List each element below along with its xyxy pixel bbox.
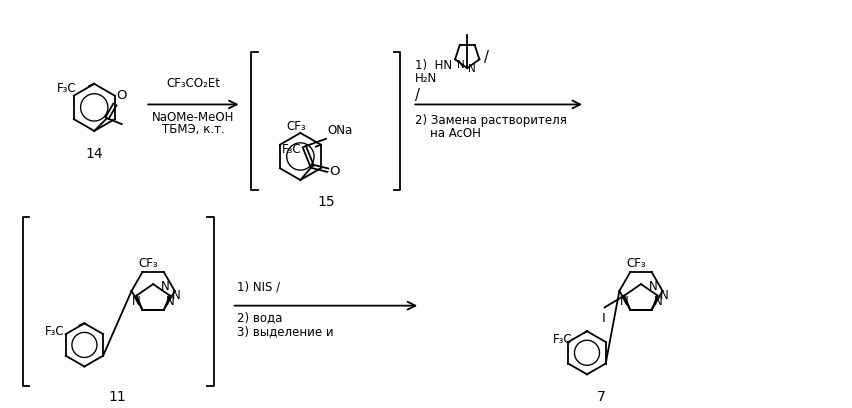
Text: N: N <box>468 64 475 74</box>
Text: N: N <box>161 279 170 293</box>
Text: /: / <box>483 50 488 65</box>
Text: CF₃: CF₃ <box>286 120 306 133</box>
Text: H₂N: H₂N <box>415 72 437 85</box>
Text: N: N <box>653 295 662 308</box>
Text: 3) выделение и: 3) выделение и <box>236 325 333 338</box>
Text: 11: 11 <box>109 390 127 404</box>
Text: CF₃CO₂Et: CF₃CO₂Et <box>166 77 220 90</box>
Text: N: N <box>165 295 175 308</box>
Text: CF₃: CF₃ <box>625 257 645 271</box>
Text: N: N <box>648 279 657 293</box>
Text: 2) Замена растворителя: 2) Замена растворителя <box>415 114 567 127</box>
Text: F₃C: F₃C <box>552 333 572 346</box>
Text: 1)  HN: 1) HN <box>415 59 452 72</box>
Text: O: O <box>329 165 339 178</box>
Text: N: N <box>131 295 141 308</box>
Text: N: N <box>457 60 464 70</box>
Text: F₃C: F₃C <box>281 143 301 156</box>
Text: /: / <box>415 88 419 103</box>
Text: 1) NIS /: 1) NIS / <box>236 281 279 294</box>
Text: ONa: ONa <box>327 124 353 137</box>
Text: на AcOH: на AcOH <box>415 127 481 140</box>
Text: 2) вода: 2) вода <box>236 312 282 324</box>
Text: N: N <box>659 289 668 302</box>
Text: I: I <box>601 312 605 325</box>
Text: CF₃: CF₃ <box>138 257 158 271</box>
Text: N: N <box>171 289 181 302</box>
Text: N: N <box>619 295 627 308</box>
Text: O: O <box>116 89 126 102</box>
Text: 14: 14 <box>85 146 103 161</box>
Text: F₃C: F₃C <box>45 325 65 338</box>
Text: 7: 7 <box>596 390 606 404</box>
Text: NaOMe-MeOH: NaOMe-MeOH <box>152 111 234 124</box>
Text: ТБМЭ, к.т.: ТБМЭ, к.т. <box>162 123 224 136</box>
Text: 15: 15 <box>317 195 334 209</box>
Text: F₃C: F₃C <box>57 82 77 95</box>
